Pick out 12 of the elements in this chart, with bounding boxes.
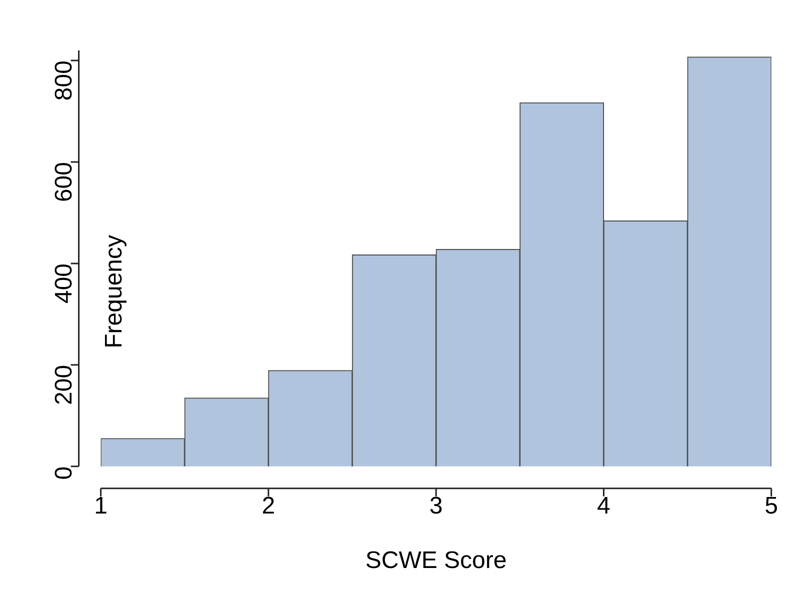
y-tick-label: 0 [50, 466, 78, 480]
y-axis-title: Frequency [100, 234, 128, 348]
x-tick-label: 1 [94, 492, 108, 520]
x-tick-label: 4 [597, 492, 610, 520]
y-tick-label: 800 [50, 60, 78, 101]
y-tick-label: 600 [50, 162, 78, 202]
x-tick-label: 2 [262, 492, 276, 520]
y-tick-label: 400 [50, 263, 78, 304]
y-tick-label: 200 [50, 364, 78, 405]
x-tick-label: 3 [429, 492, 443, 520]
x-tick-label: 5 [764, 492, 778, 520]
x-axis-title: SCWE Score [365, 547, 507, 574]
